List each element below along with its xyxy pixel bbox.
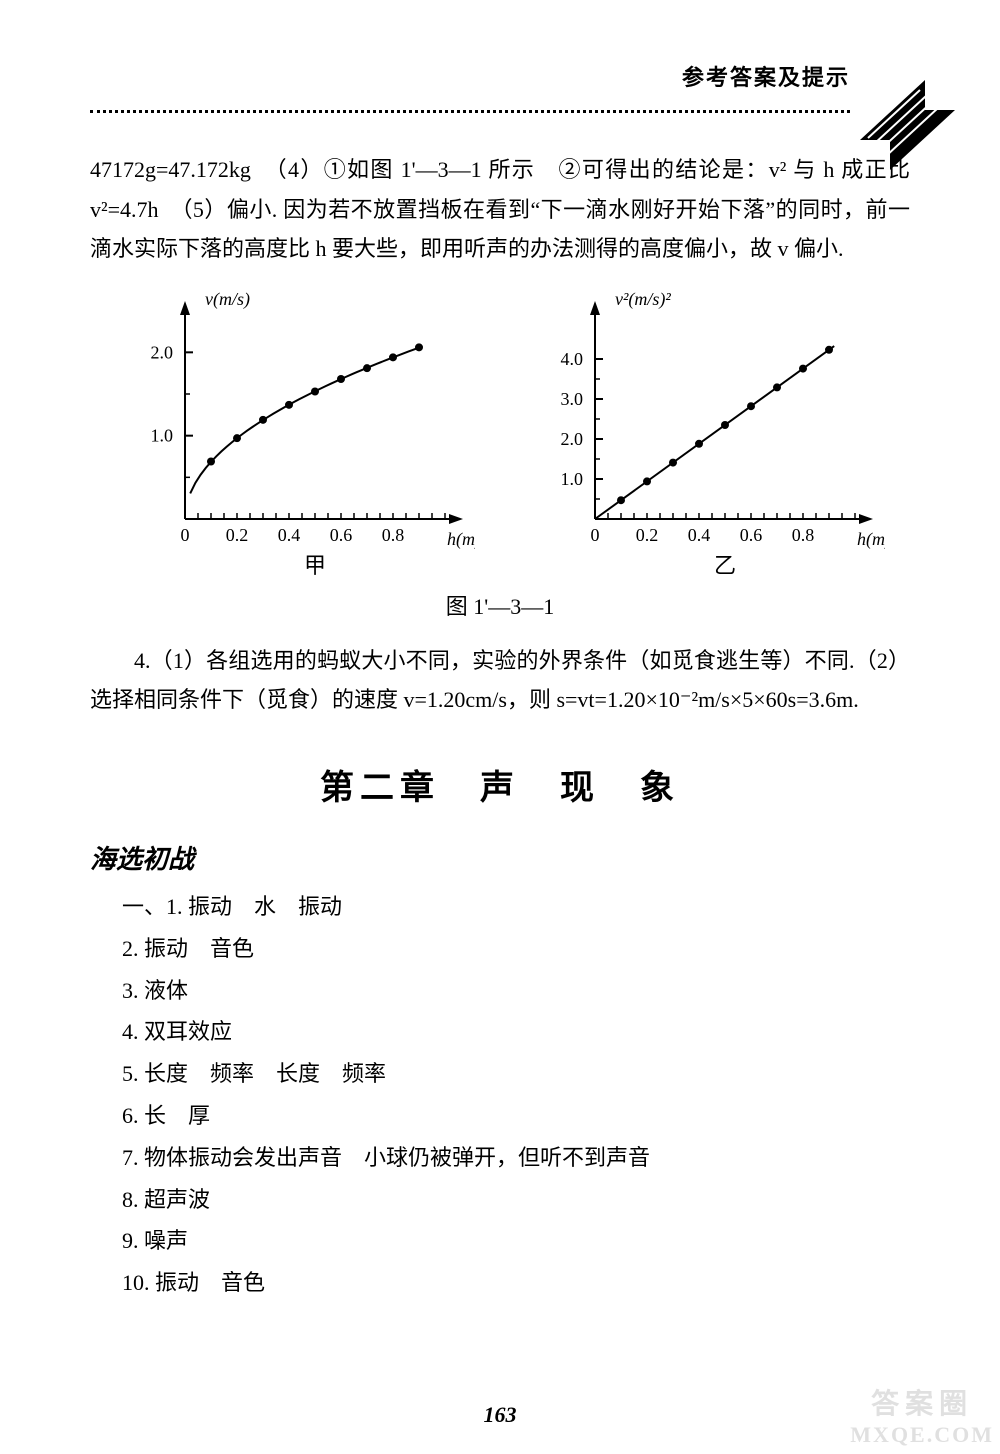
figure-caption: 图 1'—3—1: [90, 589, 910, 621]
svg-text:2.0: 2.0: [561, 429, 584, 449]
svg-text:0.6: 0.6: [740, 525, 763, 545]
watermark: 答案圈 MXQE.COM: [850, 1382, 994, 1448]
svg-text:2.0: 2.0: [151, 342, 174, 362]
header-title: 参考答案及提示: [682, 60, 850, 92]
svg-text:0.8: 0.8: [792, 525, 815, 545]
answer-item: 8. 超声波: [122, 1179, 910, 1221]
svg-text:v(m/s): v(m/s): [205, 289, 250, 310]
svg-text:0.8: 0.8: [382, 525, 405, 545]
svg-text:0.4: 0.4: [688, 525, 711, 545]
watermark-top: 答案圈: [850, 1382, 994, 1422]
chart-left: 0 0.2 0.4 0.6 0.8 1.0 2.0 v(m/s) h(m) 甲: [115, 289, 475, 579]
header-arrow-icon: [860, 80, 960, 175]
answer-item: 6. 长 厚: [122, 1095, 910, 1137]
answer-item: 10. 振动 音色: [122, 1262, 910, 1304]
answer-item: 9. 噪声: [122, 1220, 910, 1262]
svg-text:4.0: 4.0: [561, 349, 584, 369]
svg-text:0: 0: [591, 525, 600, 545]
svg-text:h(m): h(m): [447, 529, 475, 550]
chart-right: 0 0.2 0.4 0.6 0.8 1.0 2.0 3.0 4.0 v²(m/s)² h(m) 乙: [525, 289, 885, 579]
page-header: 参考答案及提示: [90, 60, 910, 150]
chapter-title: 第二章 声 现 象: [90, 760, 910, 809]
svg-text:v²(m/s)²: v²(m/s)²: [615, 289, 671, 310]
dotted-divider: [90, 110, 850, 113]
svg-text:1.0: 1.0: [561, 469, 584, 489]
answer-item: 2. 振动 音色: [122, 928, 910, 970]
answer-list: 一、1. 振动 水 振动2. 振动 音色3. 液体4. 双耳效应5. 长度 频率…: [122, 886, 910, 1304]
svg-text:甲: 甲: [304, 553, 326, 578]
svg-text:乙: 乙: [714, 553, 736, 578]
svg-text:1.0: 1.0: [151, 425, 174, 445]
answer-item: 一、1. 振动 水 振动: [122, 886, 910, 928]
figure-row: 0 0.2 0.4 0.6 0.8 1.0 2.0 v(m/s) h(m) 甲 0 0.2 0.4 0.…: [90, 289, 910, 579]
svg-text:0.2: 0.2: [636, 525, 659, 545]
answer-item: 5. 长度 频率 长度 频率: [122, 1053, 910, 1095]
paragraph-2: 4.（1）各组选用的蚂蚁大小不同，实验的外界条件（如觅食逃生等）不同.（2）选择…: [90, 641, 910, 720]
paragraph-1: 47172g=47.172kg （4）①如图 1'—3—1 所示 ②可得出的结论…: [90, 150, 910, 269]
answer-item: 7. 物体振动会发出声音 小球仍被弹开，但听不到声音: [122, 1137, 910, 1179]
svg-text:0.6: 0.6: [330, 525, 353, 545]
answer-item: 4. 双耳效应: [122, 1011, 910, 1053]
svg-text:0: 0: [181, 525, 190, 545]
svg-text:0.4: 0.4: [278, 525, 301, 545]
answer-item: 3. 液体: [122, 970, 910, 1012]
section-label: 海选初战: [90, 839, 910, 876]
svg-text:0.2: 0.2: [226, 525, 249, 545]
watermark-bottom: MXQE.COM: [850, 1422, 994, 1448]
svg-text:3.0: 3.0: [561, 389, 584, 409]
svg-text:h(m): h(m): [857, 529, 885, 550]
